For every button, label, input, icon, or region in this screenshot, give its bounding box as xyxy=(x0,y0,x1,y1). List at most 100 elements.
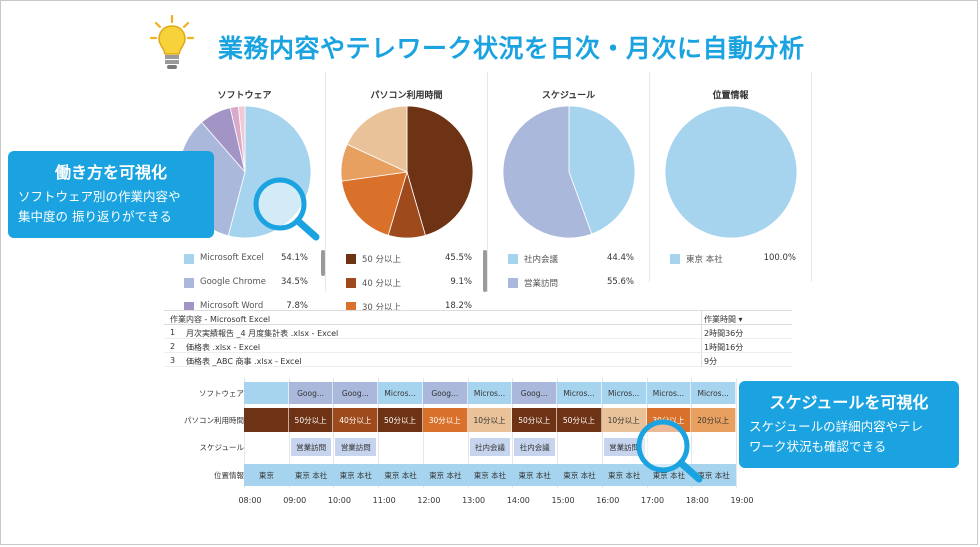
legend-percent: 44.4% xyxy=(606,253,634,263)
timeline-schedule-block[interactable]: 社内会議 xyxy=(514,438,556,456)
legend-swatch xyxy=(508,254,518,264)
legend-item[interactable]: 30 分以上 18.2% xyxy=(346,298,478,322)
legend-percent: 34.5% xyxy=(280,277,308,287)
legend-swatch xyxy=(184,254,194,264)
timeline-pc-usage-block[interactable]: 50分以上 xyxy=(288,408,334,432)
callout-line: スケジュールの詳細内容やテレ xyxy=(749,419,924,434)
timeline-gridline xyxy=(467,378,469,488)
lightbulb-icon xyxy=(150,14,194,69)
pie-chart xyxy=(664,105,798,239)
legend-label: 40 分以上 xyxy=(362,279,402,289)
timeline-gridline xyxy=(557,378,559,488)
timeline-pc-usage-block[interactable]: 50分以上 xyxy=(378,408,423,432)
table-row[interactable]: 3 価格表 _ABC 商事 .xlsx - Excel 9分 xyxy=(164,353,792,367)
pie-slice[interactable] xyxy=(502,105,593,239)
callout-line: ワーク状況も確認できる xyxy=(749,439,887,454)
timeline-pc-usage-block[interactable]: 30分以上 xyxy=(422,408,468,432)
timeline-location-block[interactable]: 東京 本社 xyxy=(429,470,462,480)
pie-panel-title: パソコン利用時間 xyxy=(370,91,443,101)
timeline-software-block[interactable]: Goog... xyxy=(512,382,558,404)
timeline-schedule-block[interactable]: 社内会議 xyxy=(469,438,511,456)
pie-legend: Microsoft Excel 54.1% Google Chrome 34.5% Mi… xyxy=(184,250,316,322)
pie-slice[interactable] xyxy=(568,105,636,235)
timeline-software-block[interactable]: Goog... xyxy=(333,382,379,404)
timeline-gridline xyxy=(601,378,603,488)
timeline-location-block[interactable]: 東京 本社 xyxy=(518,470,551,480)
timeline-hour-tick: 15:00 xyxy=(551,496,575,505)
timeline-software-block[interactable]: Micros... xyxy=(378,382,423,404)
table-header: 作業内容 - Microsoft Excel 作業時間 ▾ xyxy=(164,310,792,325)
timeline-software-block[interactable]: Micros... xyxy=(601,382,647,404)
table-header-time-sort[interactable]: 作業時間 ▾ xyxy=(704,315,743,324)
timeline-software-block[interactable]: Goog... xyxy=(288,382,334,404)
timeline-label-pc-usage: パソコン利用時間 xyxy=(184,416,244,425)
table-row[interactable]: 1 月次実績報告 _4 月度集計表 .xlsx - Excel 2時間36分 xyxy=(164,325,792,339)
timeline-software-block[interactable] xyxy=(244,382,289,404)
legend-item[interactable]: 40 分以上 9.1% xyxy=(346,274,478,298)
timeline-hour-tick: 11:00 xyxy=(372,496,396,505)
timeline-software-track: Goog... Goog... Micros... Goog... Micros... G… xyxy=(244,382,736,404)
timeline-location-block[interactable]: 東京 本社 xyxy=(384,470,417,480)
legend-percent: 100.0% xyxy=(763,253,796,263)
timeline-schedule-block[interactable]: 営業訪問 xyxy=(603,438,645,456)
timeline-location-block[interactable]: 東京 本社 xyxy=(652,470,686,480)
legend-item[interactable]: 東京 本社 100.0% xyxy=(670,250,802,274)
legend-item[interactable]: 50 分以上 45.5% xyxy=(346,250,478,274)
timeline-pc-usage-block[interactable]: 10分以上 xyxy=(601,408,647,432)
timeline-gridline xyxy=(422,378,424,488)
timeline-pc-usage-block[interactable]: 40分以上 xyxy=(333,408,379,432)
legend-item[interactable]: Microsoft Excel 54.1% xyxy=(184,250,316,274)
legend-item[interactable]: 社内会議 44.4% xyxy=(508,250,640,274)
pie-slice[interactable] xyxy=(406,105,474,236)
timeline-hour-tick: 19:00 xyxy=(730,496,754,505)
timeline-location-block[interactable]: 東京 本社 xyxy=(607,470,641,480)
pie-legend: 東京 本社 100.0% xyxy=(670,250,802,274)
timeline-location-block[interactable]: 東京 xyxy=(258,470,274,480)
row-time: 9分 xyxy=(704,357,718,366)
legend-swatch xyxy=(346,254,356,264)
pie-slice[interactable] xyxy=(664,105,798,239)
pie-chart xyxy=(502,105,636,239)
legend-label: 東京 本社 xyxy=(686,255,723,265)
legend-swatch xyxy=(184,278,194,288)
pie-slice[interactable] xyxy=(341,171,408,236)
legend-swatch xyxy=(184,302,194,312)
timeline-location-block[interactable]: 東京 本社 xyxy=(563,470,596,480)
timeline-location-block[interactable]: 東京 本社 xyxy=(294,470,328,480)
row-task: 月次実績報告 _4 月度集計表 .xlsx - Excel xyxy=(186,329,339,338)
scrollbar-pc-usage[interactable] xyxy=(483,250,487,292)
table-row[interactable]: 2 価格表 .xlsx - Excel 1時間16分 xyxy=(164,339,792,353)
legend-item[interactable]: Microsoft Word 7.8% xyxy=(184,298,316,322)
timeline-pc-usage-block[interactable]: 20分以上 xyxy=(691,408,736,432)
timeline-label-software: ソフトウェア xyxy=(199,389,244,398)
legend-item[interactable]: 営業訪問 55.6% xyxy=(508,274,640,298)
timeline-hour-tick: 08:00 xyxy=(238,496,262,505)
legend-label: 社内会議 xyxy=(524,255,559,265)
timeline-schedule-block[interactable]: 営業訪問 xyxy=(290,438,332,456)
magnifier-icon xyxy=(253,177,320,241)
timeline-pc-usage-block[interactable]: 10分以上 xyxy=(467,408,513,432)
row-number: 1 xyxy=(170,328,176,337)
timeline-gridline xyxy=(512,378,514,488)
timeline-location-block[interactable]: 東京 本社 xyxy=(697,470,730,480)
legend-item[interactable]: Google Chrome 34.5% xyxy=(184,274,316,298)
timeline-pc-usage-block[interactable] xyxy=(244,408,289,432)
pie-panel-title: スケジュール xyxy=(541,91,596,101)
timeline-location-track: 東京 東京 本社 東京 本社 東京 本社 東京 本社 東京 本社 東京 本社 東京 本社 東京 … xyxy=(244,464,736,486)
legend-percent: 18.2% xyxy=(444,301,472,311)
timeline-schedule-block[interactable]: 営業訪問 xyxy=(335,438,377,456)
timeline-software-block[interactable]: Micros... xyxy=(557,382,602,404)
scrollbar-software[interactable] xyxy=(321,250,325,276)
timeline-location-block[interactable]: 東京 本社 xyxy=(473,470,507,480)
timeline-software-block[interactable]: Micros... xyxy=(467,382,513,404)
timeline-software-block[interactable]: Goog... xyxy=(422,382,468,404)
pie-legend: 50 分以上 45.5% 40 分以上 9.1% 30 分以上 18.2% xyxy=(346,250,478,322)
timeline-location-block[interactable]: 東京 本社 xyxy=(339,470,372,480)
pie-slice[interactable] xyxy=(346,105,408,173)
timeline-software-block[interactable]: Micros... xyxy=(646,382,692,404)
timeline-pc-usage-block[interactable]: 50分以上 xyxy=(557,408,602,432)
timeline-pc-usage-block[interactable]: 50分以上 xyxy=(512,408,558,432)
timeline-software-block[interactable]: Micros... xyxy=(691,382,736,404)
pie-legend: 社内会議 44.4% 営業訪問 55.6% xyxy=(508,250,640,298)
pie-slice[interactable] xyxy=(237,105,246,173)
